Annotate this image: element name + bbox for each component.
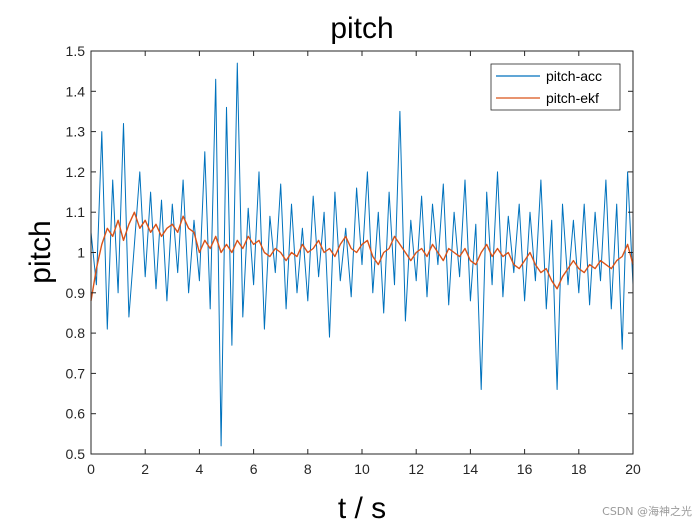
x-tick-label: 4 [196,461,204,477]
x-tick-label: 14 [463,461,479,477]
y-tick-label: 1.2 [66,164,86,180]
y-tick-label: 0.6 [66,406,86,422]
series-layer [90,62,634,447]
x-tick-label: 8 [304,461,312,477]
y-tick-label: 0.5 [66,446,86,462]
x-tick-label: 10 [354,461,370,477]
series-line-pitch-ekf [90,211,634,302]
plot-area [91,51,633,454]
x-tick-label: 2 [141,461,149,477]
y-tick-label: 1.5 [66,43,86,59]
chart-title: pitch [330,12,393,45]
x-tick-label: 12 [408,461,424,477]
y-tick-label: 1.3 [66,124,86,140]
y-tick-label: 1 [77,245,85,261]
legend: pitch-acc pitch-ekf [490,63,621,111]
y-tick-label: 0.9 [66,285,86,301]
series-line-pitch-acc [90,62,634,447]
x-tick-label: 20 [625,461,641,477]
y-axis-label: pitch [24,220,57,283]
x-tick-label: 0 [87,461,95,477]
x-tick-label: 6 [250,461,258,477]
watermark: CSDN @海神之光 [602,505,692,518]
legend-label-pitch-ekf: pitch-ekf [546,90,599,106]
y-tick-label: 1.1 [66,204,86,220]
legend-box [490,63,621,111]
tick-layer: 0 2 4 6 8 10 12 14 16 18 20 0.5 0.6 0.7 0.8 0.9 1 1.1 1.2 1… [66,43,641,477]
x-axis-label: t / s [338,492,386,525]
y-tick-label: 0.8 [66,325,86,341]
x-tick-label: 18 [571,461,587,477]
legend-label-pitch-acc: pitch-acc [546,68,602,84]
x-tick-label: 16 [517,461,533,477]
y-tick-label: 1.4 [66,83,86,99]
y-tick-label: 0.7 [66,365,86,381]
